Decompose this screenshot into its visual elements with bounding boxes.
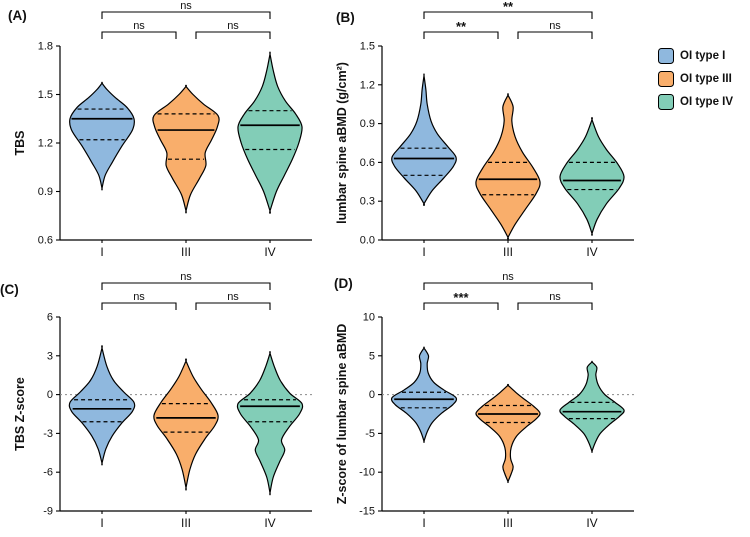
violin-I: [391, 73, 457, 207]
y-axis-label: TBS Z-score: [13, 377, 27, 451]
legend-label: OI type III: [680, 73, 732, 85]
y-tick-label: 0.3: [360, 196, 375, 208]
y-tick-label: 0.0: [360, 235, 375, 247]
x-tick-label: IV: [586, 245, 597, 259]
panel-label-A: (A): [8, 8, 27, 23]
violin-III: [152, 84, 220, 214]
y-tick-label: -10: [359, 467, 375, 479]
y-tick-label: 0.9: [38, 186, 53, 198]
x-tick-label: III: [503, 245, 513, 259]
violin-I: [68, 345, 136, 466]
sig-bracket: [517, 31, 593, 39]
sig-label: ***: [453, 290, 469, 305]
y-tick-label: 10: [363, 312, 375, 324]
x-tick-label: III: [181, 245, 191, 259]
sig-label: ns: [133, 291, 145, 303]
y-tick-label: 0.9: [360, 118, 375, 130]
violin-I: [68, 81, 136, 191]
y-tick-label: 0.6: [360, 157, 375, 169]
violin-IV: [236, 350, 304, 496]
y-tick-label: 6: [47, 312, 53, 324]
sig-label: ns: [549, 20, 561, 32]
y-tick-label: -6: [43, 467, 53, 479]
y-tick-label: -3: [43, 428, 53, 440]
x-tick-label: IV: [264, 516, 275, 530]
y-tick-label: -5: [365, 428, 375, 440]
violin-III: [475, 93, 541, 240]
sig-label: ns: [180, 0, 192, 12]
x-tick-label: IV: [586, 516, 597, 530]
sig-bracket: [423, 282, 593, 290]
sig-label: ns: [549, 291, 561, 303]
y-tick-label: 0: [47, 389, 53, 401]
y-tick-label: 1.8: [38, 41, 53, 53]
legend: OI type I OI type III OI type IV: [658, 48, 733, 110]
legend-item-oi-type-1: OI type I: [658, 48, 733, 64]
sig-bracket: [423, 11, 593, 19]
y-tick-label: 1.5: [38, 89, 53, 101]
violin-III: [475, 383, 541, 484]
sig-label: **: [503, 0, 514, 14]
x-tick-label: I: [422, 516, 425, 530]
x-tick-label: I: [100, 245, 103, 259]
violin-IV: [559, 360, 625, 453]
x-tick-label: I: [100, 516, 103, 530]
y-tick-label: 3: [47, 350, 53, 362]
legend-item-oi-type-4: OI type IV: [658, 94, 733, 110]
y-tick-label: -15: [359, 506, 375, 518]
y-tick-label: 0: [369, 389, 375, 401]
violin-IV: [559, 117, 625, 236]
sig-label: ns: [227, 20, 239, 32]
panel-label-D: (D): [334, 276, 353, 291]
violin-chart-lumbar-abmd: 0.00.30.60.91.21.5I III IV** ns**lumbar spi…: [335, 0, 634, 259]
sig-bracket: [423, 31, 499, 39]
legend-label: OI type IV: [680, 96, 734, 108]
sig-bracket: [101, 11, 271, 19]
y-tick-label: 1.5: [360, 41, 375, 53]
y-tick-label: 1.2: [360, 79, 375, 91]
sig-bracket: [101, 302, 177, 310]
violin-III: [153, 358, 219, 491]
sig-label: ns: [133, 20, 145, 32]
y-tick-label: 0.6: [38, 235, 53, 247]
x-tick-label: IV: [264, 245, 275, 259]
violin-IV: [237, 51, 303, 214]
legend-item-oi-type-3: OI type III: [658, 71, 733, 87]
y-tick-label: 1.2: [38, 138, 53, 150]
legend-swatch-green: [658, 94, 674, 110]
x-tick-label: III: [181, 516, 191, 530]
sig-bracket: [195, 31, 271, 39]
y-tick-label: -9: [43, 506, 53, 518]
sig-bracket: [423, 302, 499, 310]
legend-label: OI type I: [680, 50, 726, 62]
sig-label: **: [456, 19, 467, 34]
sig-bracket: [517, 302, 593, 310]
panel-label-C: (C): [0, 282, 19, 297]
y-axis-label: Z-score of lumbar spine aBMD: [335, 324, 349, 505]
y-tick-label: 5: [369, 350, 375, 362]
legend-swatch-blue: [658, 48, 674, 64]
sig-label: ns: [502, 271, 514, 283]
sig-bracket: [101, 282, 271, 290]
violin-I: [390, 346, 458, 443]
sig-label: ns: [227, 291, 239, 303]
y-axis-label: lumbar spine aBMD (g/cm²): [335, 62, 349, 224]
x-tick-label: III: [503, 516, 513, 530]
sig-bracket: [101, 31, 177, 39]
sig-label: ns: [180, 271, 192, 283]
y-axis-label: TBS: [13, 131, 27, 156]
legend-swatch-orange: [658, 71, 674, 87]
panel-label-B: (B): [336, 10, 355, 25]
x-tick-label: I: [422, 245, 425, 259]
sig-bracket: [195, 302, 271, 310]
